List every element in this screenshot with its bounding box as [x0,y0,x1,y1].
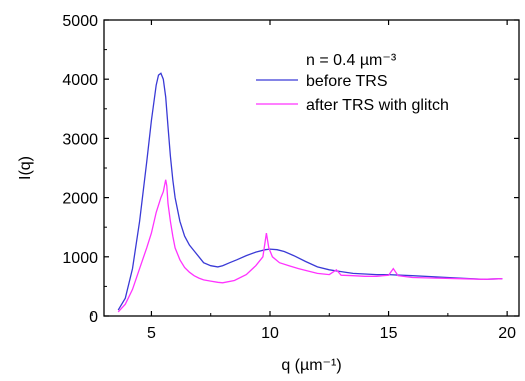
x-tick-label: 10 [261,325,279,342]
x-tick-label: 5 [147,325,156,342]
x-tick-label: 15 [380,325,398,342]
legend-label-before-trs: before TRS [306,73,388,90]
plot-lines [117,72,503,313]
axis-ticks: 5 10 15 20 0 1000 2000 3000 4000 5000 [62,13,519,342]
y-tick-label: 2000 [62,191,98,208]
y-tick-label: 5000 [62,13,98,30]
y-tick-label: 3000 [62,131,98,148]
y-tick-label: 4000 [62,72,98,89]
after-trs-line [117,179,503,313]
y-axis-label: I(q) [17,156,34,180]
y-tick-label: 0 [89,309,98,326]
y-tick-label: 1000 [62,250,98,267]
legend: before TRS after TRS with glitch [256,73,449,114]
x-axis-label: q (µm⁻¹) [281,357,341,374]
x-tick-label: 20 [498,325,516,342]
legend-label-after-trs: after TRS with glitch [306,97,449,114]
before-trs-line [117,72,503,311]
density-annotation: n = 0.4 µm⁻³ [306,52,397,69]
